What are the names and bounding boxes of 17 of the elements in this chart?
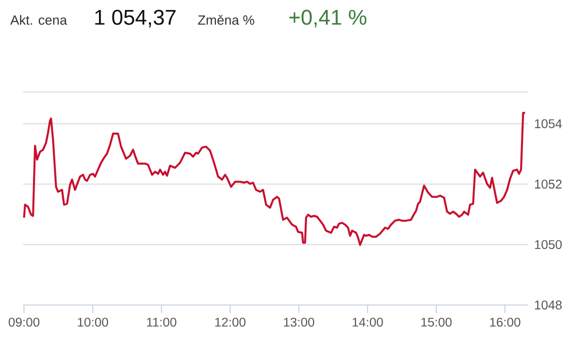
x-tick-label: 16:00 [490,318,520,327]
x-tick-label: 09:00 [8,318,40,327]
x-tick-label: 15:00 [421,318,452,327]
x-tick-label: 11:00 [147,318,176,327]
y-tick-label: 1048 [535,300,562,310]
y-tick-label: 1050 [535,240,562,250]
line-series [23,112,526,246]
x-tick-label: 12:00 [215,318,246,327]
y-tick-label: 1054 [535,119,562,128]
text: Akt. cena [10,15,68,25]
x-tick-label: 10:00 [78,318,108,327]
text: 1 054,37 [95,10,176,28]
x-tick-label: 13:00 [284,318,314,327]
y-tick-label: 1052 [535,180,562,189]
text: +0,41 % [289,10,366,28]
x-tick-label: 14:00 [352,318,383,327]
text: Změna % [198,14,254,25]
